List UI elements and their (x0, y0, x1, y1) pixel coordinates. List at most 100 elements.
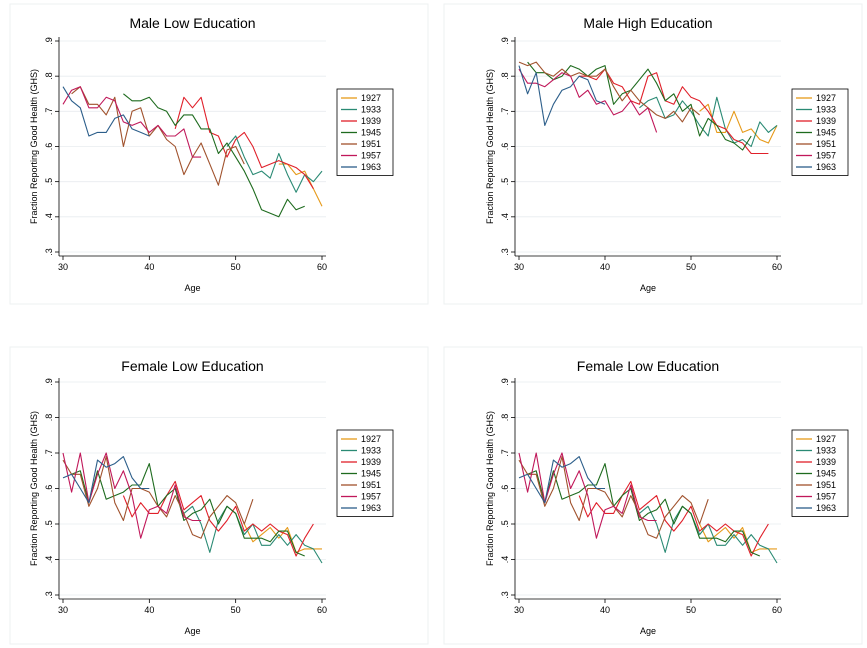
x-tick-label: 60 (772, 262, 782, 272)
legend-label: 1927 (816, 434, 836, 444)
series-line-1957 (518, 452, 657, 539)
y-tick-label: .3 (44, 248, 54, 256)
y-tick-label: .5 (500, 178, 510, 186)
series-line-1963 (62, 456, 150, 504)
chart-panel: .3 .4 .5 .6 .7 .8 .9 30 40 50 60 Male High Educatio… (443, 3, 863, 305)
legend-label: 1963 (816, 162, 836, 172)
series-line-1945 (123, 93, 305, 218)
y-tick-label: .8 (44, 414, 54, 422)
legend-label: 1939 (361, 116, 381, 126)
y-tick-label: .4 (500, 556, 510, 564)
x-tick-label: 30 (58, 605, 68, 615)
chart-title: Male Low Education (129, 15, 255, 31)
legend-label: 1951 (816, 139, 836, 149)
legend-label: 1945 (361, 128, 381, 138)
chart-panel: .3 .4 .5 .6 .7 .8 .9 30 40 50 60 Female Low Educati… (9, 346, 429, 645)
series-line-1963 (518, 65, 606, 126)
chart-title: Female Low Education (577, 358, 719, 374)
y-tick-label: .8 (500, 414, 510, 422)
y-axis-label: Fraction Reporting Good Health (GHS) (29, 411, 39, 566)
y-tick-label: .7 (500, 449, 510, 457)
legend-label: 1963 (816, 503, 836, 513)
series-line-1957 (62, 86, 202, 158)
y-tick-label: .6 (500, 485, 510, 493)
legend-label: 1933 (816, 105, 836, 115)
series-line-1933 (226, 135, 323, 193)
legend-label: 1951 (816, 480, 836, 490)
x-axis-label: Age (640, 283, 656, 293)
y-tick-label: .5 (500, 520, 510, 528)
y-tick-label: .6 (44, 143, 54, 151)
x-tick-label: 40 (144, 605, 154, 615)
series-line-1957 (518, 68, 658, 133)
y-tick-label: .3 (500, 248, 510, 256)
series-line-1933 (639, 96, 778, 148)
x-axis-label: Age (640, 626, 656, 636)
y-tick-label: .6 (44, 485, 54, 493)
series-line-1945 (527, 61, 752, 151)
legend-label: 1945 (361, 469, 381, 479)
x-axis-label: Age (184, 626, 200, 636)
x-tick-label: 50 (231, 262, 241, 272)
legend-label: 1951 (361, 480, 381, 490)
legend-label: 1957 (361, 151, 381, 161)
x-tick-label: 50 (686, 605, 696, 615)
y-tick-label: .9 (500, 37, 510, 45)
y-tick-label: .4 (44, 556, 54, 564)
chart-panel: .3 .4 .5 .6 .7 .8 .9 30 40 50 60 Male Low Education… (9, 3, 429, 305)
x-tick-label: 50 (231, 605, 241, 615)
y-axis-label: Fraction Reporting Good Health (GHS) (485, 411, 495, 566)
y-tick-label: .3 (44, 591, 54, 599)
legend-label: 1945 (816, 128, 836, 138)
series-line-1945 (71, 463, 305, 557)
legend-label: 1933 (361, 446, 381, 456)
chart-title: Male High Education (583, 15, 712, 31)
series-line-1951 (518, 61, 700, 123)
y-tick-label: .4 (44, 213, 54, 221)
x-tick-label: 60 (317, 262, 327, 272)
legend-label: 1945 (816, 469, 836, 479)
x-tick-label: 60 (317, 605, 327, 615)
series-line-1957 (62, 452, 202, 539)
y-tick-label: .3 (500, 591, 510, 599)
y-tick-label: .5 (44, 178, 54, 186)
y-tick-label: .8 (44, 72, 54, 80)
y-axis-label: Fraction Reporting Good Health (GHS) (29, 69, 39, 224)
x-axis-label: Age (184, 283, 200, 293)
legend-label: 1927 (361, 434, 381, 444)
x-tick-label: 40 (600, 605, 610, 615)
legend-label: 1939 (361, 457, 381, 467)
series-line-1939 (579, 68, 769, 155)
y-tick-label: .8 (500, 72, 510, 80)
legend-label: 1963 (361, 162, 381, 172)
x-tick-label: 30 (514, 605, 524, 615)
y-tick-label: .7 (44, 108, 54, 116)
y-tick-label: .7 (500, 108, 510, 116)
x-tick-label: 30 (514, 262, 524, 272)
series-line-1963 (62, 86, 150, 137)
legend-label: 1951 (361, 139, 381, 149)
legend-label: 1927 (361, 93, 381, 103)
legend-label: 1939 (816, 457, 836, 467)
chart-panel: .3 .4 .5 .6 .7 .8 .9 30 40 50 60 Female Low Educati… (443, 346, 863, 645)
series-line-1945 (527, 463, 761, 557)
chart-title: Female Low Education (121, 358, 263, 374)
x-tick-label: 50 (686, 262, 696, 272)
legend-label: 1927 (816, 93, 836, 103)
x-tick-label: 40 (600, 262, 610, 272)
y-tick-label: .9 (44, 37, 54, 45)
x-tick-label: 60 (772, 605, 782, 615)
y-axis-label: Fraction Reporting Good Health (GHS) (485, 69, 495, 224)
legend-label: 1963 (361, 503, 381, 513)
legend-label: 1933 (816, 446, 836, 456)
y-tick-label: .4 (500, 213, 510, 221)
series-line-1939 (122, 480, 314, 557)
series-line-1963 (518, 456, 605, 504)
y-tick-label: .5 (44, 520, 54, 528)
y-tick-label: .9 (44, 378, 54, 386)
legend-label: 1957 (361, 492, 381, 502)
series-line-1939 (578, 480, 769, 557)
series-line-1939 (174, 96, 314, 189)
x-tick-label: 40 (144, 262, 154, 272)
